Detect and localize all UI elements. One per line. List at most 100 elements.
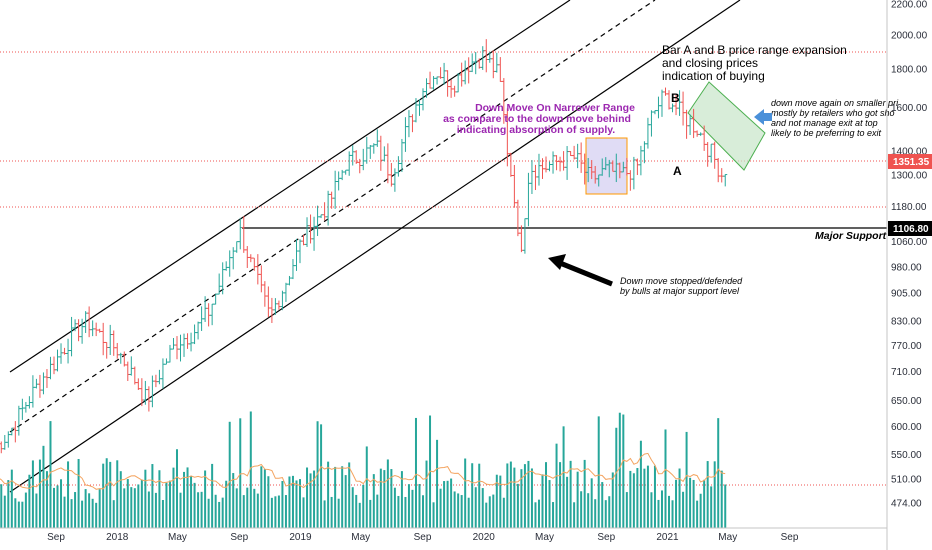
volume-bar [225, 480, 228, 528]
y-tick-label: 1800.00 [891, 65, 928, 76]
volume-bar [67, 461, 70, 528]
smaller-range-line-1: down move again on smaller pri [771, 98, 899, 108]
volume-bar [604, 500, 607, 528]
volume-bar [281, 481, 284, 528]
volume-bar [629, 470, 632, 528]
x-tick-label: Sep [230, 532, 248, 543]
bar-a-label: A [673, 164, 682, 178]
narrow-range-line-2: as compare to the down move behind [443, 113, 631, 125]
volume-bar [337, 498, 340, 528]
volume-bar [481, 488, 484, 528]
volume-bar [552, 502, 555, 528]
channel-lower-line [9, 0, 741, 493]
y-tick-label: 2200.00 [891, 0, 928, 11]
volume-bar [601, 482, 604, 528]
volume-bar [232, 473, 235, 528]
volume-bar [56, 485, 59, 528]
volume-bar [710, 486, 713, 528]
volume-bar [566, 476, 569, 528]
volume-bar [446, 480, 449, 528]
volume-bar [351, 487, 354, 528]
volume-bar [74, 492, 77, 528]
volume-bar [474, 487, 477, 528]
volume-bar [523, 464, 526, 528]
volume-bar [204, 470, 207, 528]
x-tick-label: 2020 [473, 532, 496, 543]
major-support-label: Major Support [815, 230, 887, 242]
volume-bar [235, 488, 238, 528]
volume-bar [460, 495, 463, 528]
volume-bar [161, 499, 164, 528]
trend-channel [9, 0, 741, 493]
volume-bar [555, 443, 558, 528]
volume-bar [717, 418, 720, 528]
volume-bar [130, 487, 133, 528]
volume-bar [253, 488, 256, 528]
volume-bar [530, 468, 533, 528]
volume-bar [369, 499, 372, 528]
volume-bar [527, 460, 530, 528]
volume-bar [95, 502, 98, 528]
volume-bar [186, 467, 189, 528]
volume-bar [299, 479, 301, 528]
volume-bar [154, 492, 157, 528]
volume-bar [193, 482, 196, 528]
support-price-value: 1106.80 [893, 224, 929, 235]
volume-bar [98, 489, 101, 528]
x-tick-label: Sep [47, 532, 65, 543]
volume-bar [615, 427, 618, 528]
price-bar [723, 174, 728, 187]
volume-bar [218, 501, 221, 528]
volume-bar [671, 500, 674, 528]
volume-bar [390, 469, 393, 528]
volume-bar [91, 498, 94, 528]
volume-bar [643, 468, 646, 528]
x-tick-label: May [351, 532, 370, 543]
y-tick-label: 1400.00 [891, 146, 928, 157]
volume-bar [52, 487, 55, 528]
volume-bar [436, 439, 439, 528]
volume-bar [151, 464, 154, 528]
volume-bar [88, 493, 91, 528]
volume-bar [239, 418, 242, 528]
volume-bar [330, 496, 333, 528]
volume-bar [488, 496, 491, 528]
price-levels [0, 51, 887, 486]
volume-bar [45, 471, 48, 528]
volume-bar [597, 416, 600, 528]
volume-bar [657, 499, 660, 528]
volume-bar [471, 463, 474, 528]
volume-bar [21, 501, 24, 528]
volume-bar [418, 484, 421, 528]
volume-bar [348, 462, 351, 528]
volume-bar [0, 484, 3, 528]
volume-bar [703, 479, 706, 528]
volume-bar [172, 467, 175, 528]
volume-bar [622, 414, 625, 528]
volume-bar [443, 481, 446, 528]
volume-bar [464, 458, 467, 528]
y-tick-label: 1600.00 [891, 103, 928, 114]
volume-bar [17, 501, 20, 528]
y-tick-label: 2000.00 [891, 30, 928, 41]
volume-bar [126, 479, 129, 528]
volume-bar [516, 483, 519, 528]
volume-bar [720, 470, 723, 528]
volume-bar [179, 492, 182, 528]
volume-bar [379, 468, 382, 528]
x-tick-label: Sep [597, 532, 615, 543]
x-tick-label: 2018 [106, 532, 129, 543]
volume-bar [376, 494, 379, 528]
volume-moving-average [0, 452, 726, 490]
volume-bar [263, 469, 266, 528]
y-tick-label: 1060.00 [891, 237, 928, 248]
volume-bar [42, 445, 45, 528]
y-tick-label: 510.00 [891, 475, 922, 486]
volume-bar [502, 497, 505, 528]
volume-bars [0, 411, 727, 528]
volume-bar [425, 460, 428, 528]
volume-bar [183, 471, 186, 528]
volume-bar [576, 471, 579, 528]
volume-bar [242, 495, 245, 528]
